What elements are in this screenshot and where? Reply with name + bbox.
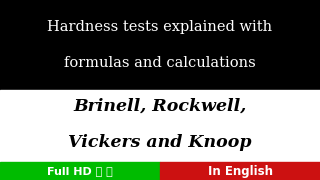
Text: Vickers and Knoop: Vickers and Knoop [68,134,252,151]
Text: In English: In English [207,165,273,177]
Bar [0,0,320,90]
Text: Brinell, Rockwell,: Brinell, Rockwell, [73,98,247,115]
Bar [0,162,160,180]
Bar [0,90,320,162]
Bar [160,162,320,180]
Text: Full HD 🔥 🔥: Full HD 🔥 🔥 [47,166,113,176]
Text: formulas and calculations: formulas and calculations [64,56,256,70]
Text: Hardness tests explained with: Hardness tests explained with [47,20,273,34]
